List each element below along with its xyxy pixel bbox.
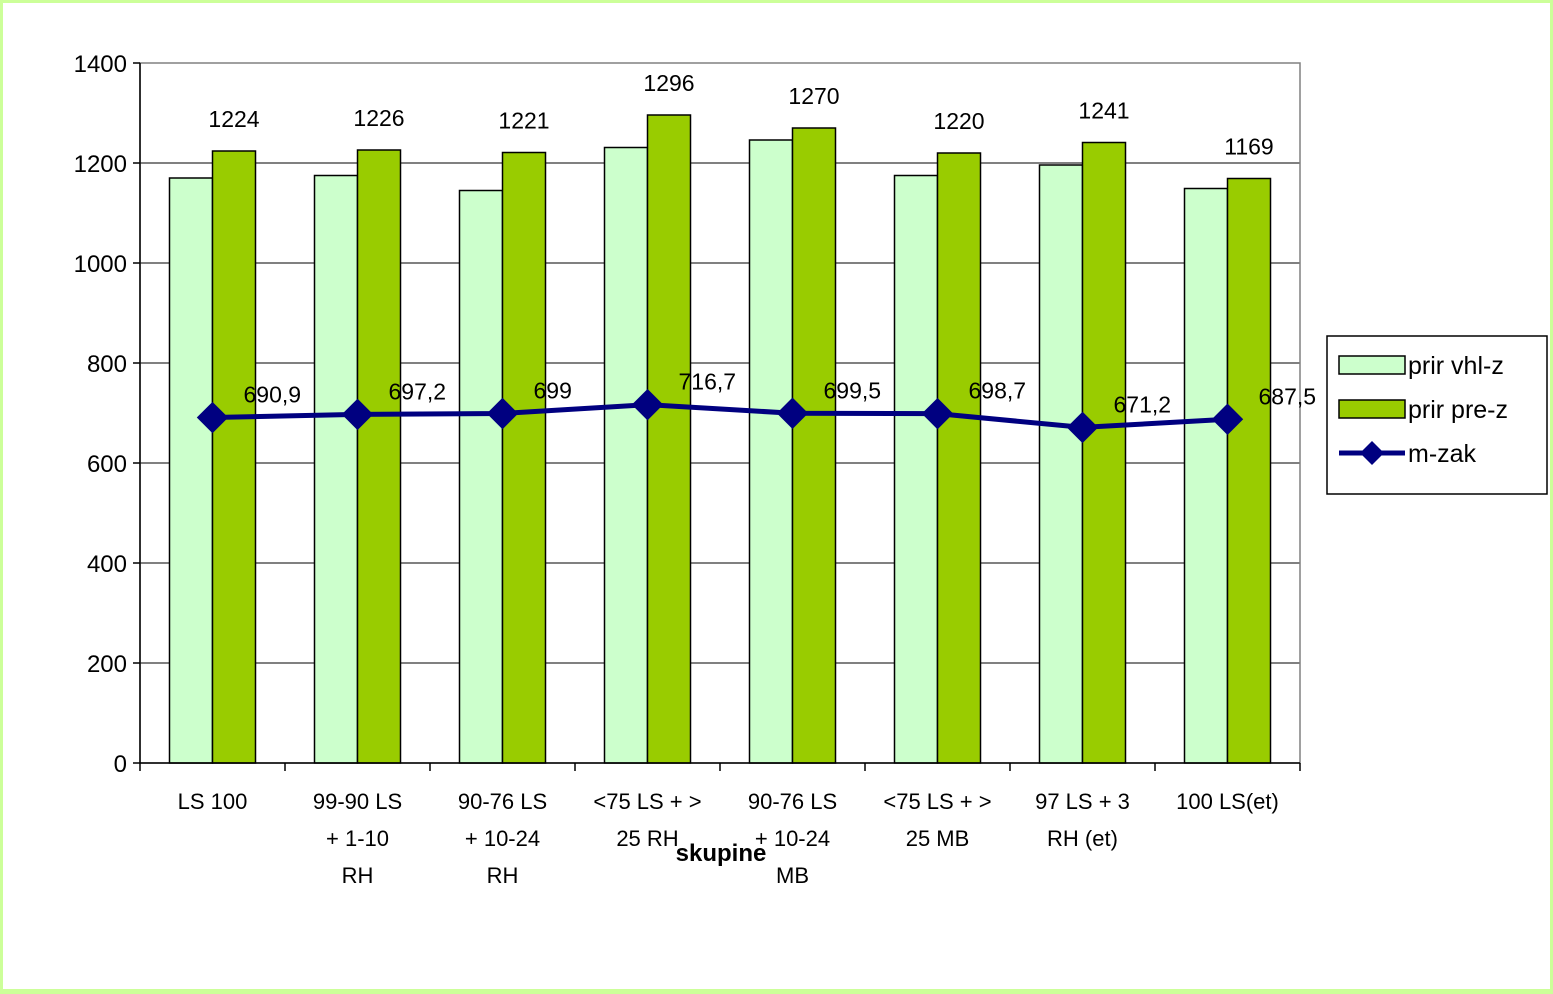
bar-prir-vhl-z [1183, 187, 1229, 764]
line-value-label: 697,2 [389, 378, 447, 404]
bar-prir-pre-z [211, 150, 257, 764]
x-tick-label-line: 90-76 LS [748, 789, 837, 814]
line-value-label: 716,7 [679, 369, 737, 395]
x-tick-label-line: MB [776, 863, 809, 888]
bar-prir-vhl-z [748, 139, 794, 764]
x-tick-label-line: <75 LS + > [593, 789, 701, 814]
legend-label: prir pre-z [1408, 396, 1508, 424]
line-value-label: 699,5 [824, 377, 882, 403]
x-tick-label: 90-76 LS + 10-24 MB [748, 789, 837, 888]
marker-m-zak [196, 401, 229, 434]
y-tick-label: 800 [87, 351, 127, 378]
x-tick-label-line: RH [487, 863, 519, 888]
marker-m-zak [631, 388, 664, 421]
x-tick-label-line: RH [342, 863, 374, 888]
bar-prir-vhl-z [313, 174, 359, 764]
y-tick-label: 600 [87, 451, 127, 478]
x-tick-label-line: 100 LS(et) [1176, 789, 1279, 814]
bar-prir-pre-z [791, 127, 837, 764]
x-tick-label: 97 LS + 3 RH (et) [1035, 789, 1130, 851]
marker-m-zak [776, 397, 809, 429]
x-tick-label-line: LS 100 [178, 789, 248, 814]
bar-value-label: 1220 [933, 108, 984, 134]
y-tick-label: 1400 [74, 51, 127, 78]
bar-value-label: 1221 [498, 108, 549, 134]
marker-m-zak [341, 398, 374, 431]
x-tick-label-line: + 10-24 [755, 826, 830, 851]
y-tick-label: 200 [87, 651, 127, 678]
x-tick-label-line: 25 MB [906, 826, 970, 851]
marker-m-zak [486, 397, 519, 430]
x-tick-label: LS 100 [178, 789, 248, 814]
bar-prir-pre-z [646, 114, 692, 764]
bar-prir-pre-z [1226, 177, 1272, 764]
legend-label: prir vhl-z [1408, 352, 1504, 380]
bar-value-label: 1241 [1078, 98, 1129, 124]
bar-layer [168, 114, 1272, 764]
bar-prir-pre-z [356, 149, 402, 764]
bar-value-label: 1226 [353, 105, 404, 131]
legend-marker [1360, 441, 1384, 465]
bar-prir-pre-z [1081, 141, 1127, 764]
bar-prir-vhl-z [893, 174, 939, 764]
legend-label: m-zak [1408, 440, 1477, 468]
line-layer [196, 388, 1244, 444]
x-tick-label-line: 99-90 LS [313, 789, 402, 814]
y-tick-label: 1200 [74, 151, 127, 178]
x-tick-label: <75 LS + > 25 MB [883, 789, 991, 851]
legend-swatch [1338, 355, 1406, 375]
x-tick-label: 99-90 LS + 1-10 RH [313, 789, 402, 888]
x-tick-label-line: 90-76 LS [458, 789, 547, 814]
y-tick-label: 0 [114, 751, 127, 778]
line-value-label: 690,9 [244, 382, 302, 408]
bar-value-label: 1224 [208, 106, 259, 132]
x-tick-label: <75 LS + > 25 RH [593, 789, 701, 851]
bar-prir-vhl-z [1038, 164, 1084, 764]
line-value-label: 699 [534, 378, 572, 404]
marker-m-zak [1066, 411, 1099, 444]
bar-value-label: 1296 [643, 70, 694, 96]
chart: 0 200 400 600 800 1000 1200 1400 LS 100 99-90 LS +… [74, 51, 1548, 888]
x-axis-title: skupine [676, 840, 767, 867]
x-tick-label-line: + 10-24 [465, 826, 540, 851]
legend: prir vhl-z prir pre-z m-zak [1326, 335, 1548, 495]
legend-swatch [1338, 399, 1406, 419]
line-value-label: 687,5 [1259, 383, 1317, 409]
x-tick-label-line: 25 RH [616, 826, 678, 851]
label-layer: 1224 1226 1221 1296 1270 1220 1241 1169 690,9 697… [208, 70, 1316, 417]
y-tick-label: 1000 [74, 251, 127, 278]
bar-value-label: 1270 [788, 83, 839, 109]
marker-m-zak [1211, 403, 1244, 435]
bar-prir-pre-z [936, 152, 982, 764]
line-value-label: 671,2 [1114, 391, 1172, 417]
x-tick-label-line: RH (et) [1047, 826, 1118, 851]
line-m-zak [212, 402, 1228, 430]
bar-prir-vhl-z [458, 189, 504, 764]
bar-prir-vhl-z [603, 146, 649, 764]
x-tick-label-line: + 1-10 [326, 826, 389, 851]
chart-frame: 0 200 400 600 800 1000 1200 1400 LS 100 99-90 LS +… [3, 3, 1550, 989]
x-tick-label: 100 LS(et) [1176, 789, 1279, 814]
marker-m-zak [921, 397, 954, 430]
axis-layer: 0 200 400 600 800 1000 1200 1400 LS 100 99-90 LS +… [74, 51, 1301, 888]
bar-prir-pre-z [501, 151, 547, 764]
y-tick-label: 400 [87, 551, 127, 578]
x-tick-label: 90-76 LS + 10-24 RH [458, 789, 547, 888]
line-value-label: 698,7 [969, 378, 1027, 404]
x-tick-label-line: 97 LS + 3 [1035, 789, 1130, 814]
x-tick-label-line: <75 LS + > [883, 789, 991, 814]
bar-prir-vhl-z [168, 177, 214, 764]
bar-value-label: 1169 [1224, 134, 1273, 160]
